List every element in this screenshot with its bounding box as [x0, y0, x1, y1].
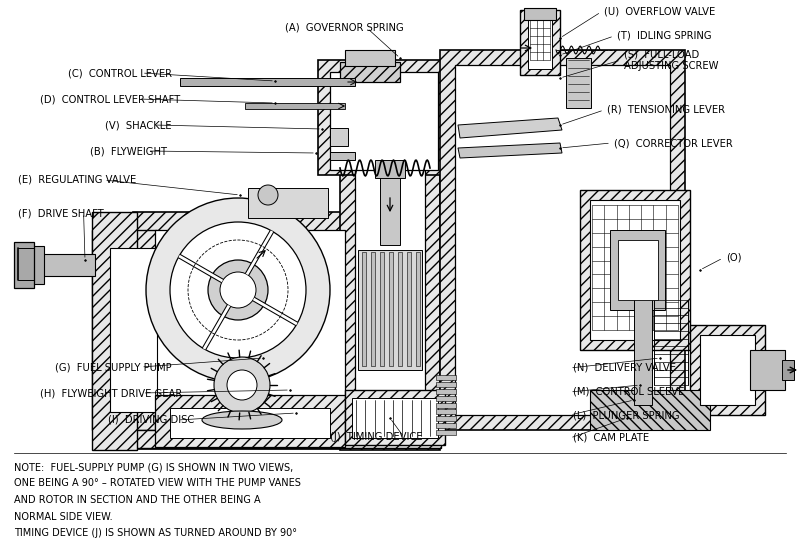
Bar [590, 200, 680, 340]
Text: (H)  FLYWEIGHT DRIVE GEAR: (H) FLYWEIGHT DRIVE GEAR [40, 388, 182, 398]
Text: (I)  DRIVING DISC: (I) DRIVING DISC [108, 415, 194, 425]
Bar [380, 252, 384, 366]
Text: (D)  CONTROL LEVER SHAFT: (D) CONTROL LEVER SHAFT [40, 94, 180, 104]
Text: (K)  CAM PLATE: (K) CAM PLATE [573, 433, 649, 443]
Text: (T)  IDLING SPRING: (T) IDLING SPRING [617, 31, 712, 41]
Bar [455, 65, 670, 415]
Text: (G)  FUEL SUPPLY PUMP: (G) FUEL SUPPLY PUMP [55, 362, 172, 372]
Circle shape [208, 260, 268, 320]
Circle shape [170, 222, 306, 358]
Text: (S)  FULL-LOAD
ADJUSTING SCREW: (S) FULL-LOAD ADJUSTING SCREW [624, 49, 718, 71]
Bar [245, 103, 345, 109]
Bar [436, 423, 456, 428]
Text: (V)  SHACKLE: (V) SHACKLE [105, 120, 171, 130]
Bar [416, 252, 420, 366]
Text: (O): (O) [726, 253, 742, 263]
Bar [110, 248, 157, 412]
Bar [345, 50, 395, 66]
Text: NOTE:  FUEL-SUPPLY PUMP (G) IS SHOWN IN TWO VIEWS,: NOTE: FUEL-SUPPLY PUMP (G) IS SHOWN IN T… [14, 462, 294, 472]
Bar [170, 408, 330, 438]
Bar [180, 78, 355, 86]
Bar [92, 212, 137, 450]
Bar [375, 160, 405, 178]
Bar [330, 128, 348, 146]
Bar [133, 212, 367, 449]
Bar [436, 396, 456, 401]
Bar [155, 230, 345, 430]
Text: (M)  CONTROL SLEEVE: (M) CONTROL SLEEVE [573, 387, 684, 397]
Bar [380, 170, 400, 245]
Bar [634, 295, 652, 405]
Circle shape [227, 370, 257, 400]
Text: (Q)  CORRECTOR LEVER: (Q) CORRECTOR LEVER [614, 138, 733, 148]
Bar [92, 230, 157, 430]
Polygon shape [458, 118, 562, 138]
Bar [398, 252, 402, 366]
Text: (R)  TENSIONING LEVER: (R) TENSIONING LEVER [607, 105, 725, 115]
Bar [345, 390, 445, 445]
Bar [318, 60, 448, 175]
Bar [14, 242, 34, 288]
Text: (J)  TIMING DEVICE: (J) TIMING DEVICE [330, 432, 422, 442]
Bar [330, 152, 355, 160]
Text: (A)  GOVERNOR SPRING: (A) GOVERNOR SPRING [285, 23, 404, 33]
Text: (N)  DELIVERY VALVE: (N) DELIVERY VALVE [573, 363, 676, 373]
Bar [362, 252, 366, 366]
Circle shape [220, 272, 256, 308]
Bar [436, 430, 456, 435]
Bar [436, 403, 456, 408]
Circle shape [214, 357, 270, 413]
Bar [358, 250, 422, 370]
Bar [750, 350, 785, 390]
Bar [340, 62, 400, 82]
Bar [389, 252, 393, 366]
Bar [520, 10, 560, 75]
Text: (C)  CONTROL LEVER: (C) CONTROL LEVER [68, 68, 172, 78]
Bar [436, 382, 456, 387]
Bar [436, 389, 456, 394]
Text: (L)  PLUNGER SPRING: (L) PLUNGER SPRING [573, 410, 680, 420]
Circle shape [258, 185, 278, 205]
Bar [700, 335, 755, 405]
Bar [436, 375, 456, 380]
Bar [371, 252, 375, 366]
Bar [440, 50, 685, 430]
Text: NORMAL SIDE VIEW.: NORMAL SIDE VIEW. [14, 511, 113, 521]
Text: (E)  REGULATING VALVE: (E) REGULATING VALVE [18, 175, 136, 185]
Bar [590, 390, 710, 430]
Circle shape [146, 198, 330, 382]
Bar [155, 395, 345, 447]
Bar [436, 416, 456, 421]
Bar [524, 8, 556, 20]
Ellipse shape [202, 411, 282, 429]
Polygon shape [458, 143, 562, 158]
Bar [22, 254, 95, 276]
Bar [566, 58, 591, 108]
Bar [580, 190, 690, 350]
Bar [352, 398, 438, 438]
Bar [610, 230, 665, 310]
Bar [436, 409, 456, 414]
Bar [28, 246, 44, 284]
Bar [355, 145, 425, 435]
Bar [248, 188, 328, 218]
Bar [407, 252, 411, 366]
Text: (U)  OVERFLOW VALVE: (U) OVERFLOW VALVE [604, 7, 715, 17]
Text: AND ROTOR IN SECTION AND THE OTHER BEING A: AND ROTOR IN SECTION AND THE OTHER BEING… [14, 495, 261, 505]
Text: ONE BEING A 90° – ROTATED VIEW WITH THE PUMP VANES: ONE BEING A 90° – ROTATED VIEW WITH THE … [14, 479, 301, 489]
Bar [528, 17, 552, 69]
Bar [618, 240, 658, 300]
Text: (F)  DRIVE SHAFT: (F) DRIVE SHAFT [18, 208, 104, 218]
Bar [782, 360, 794, 380]
Text: (B)  FLYWEIGHT: (B) FLYWEIGHT [90, 146, 167, 156]
Bar [330, 72, 438, 170]
Bar [340, 130, 440, 450]
Bar [133, 430, 441, 448]
Text: TIMING DEVICE (J) IS SHOWN AS TURNED AROUND BY 90°: TIMING DEVICE (J) IS SHOWN AS TURNED ARO… [14, 528, 297, 538]
Bar [690, 325, 765, 415]
